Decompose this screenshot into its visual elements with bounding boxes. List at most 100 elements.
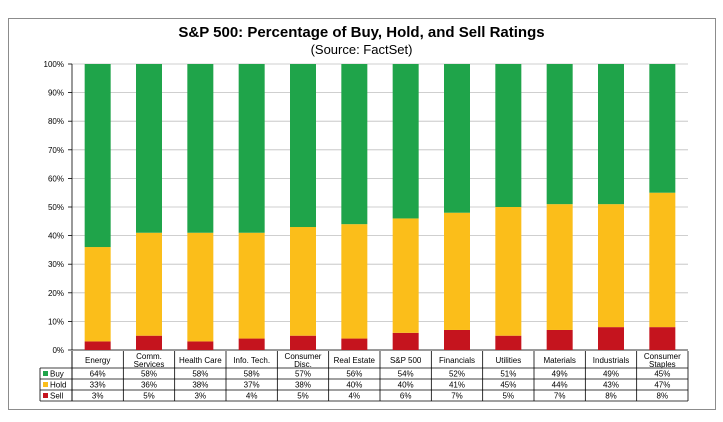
bar-buy — [187, 64, 214, 233]
y-tick-label: 100% — [44, 60, 64, 69]
bar-sell — [598, 327, 624, 350]
bar-buy — [238, 64, 265, 233]
x-category-label: Consumer — [644, 352, 681, 361]
x-category-label: Staples — [649, 360, 676, 369]
data-label-hold: 38% — [192, 381, 208, 390]
bar-hold — [495, 207, 522, 336]
data-label-hold: 38% — [295, 381, 311, 390]
bar-buy — [290, 64, 316, 228]
data-label-buy: 52% — [449, 370, 465, 379]
bar-buy — [392, 64, 419, 219]
data-label-buy: 54% — [398, 370, 414, 379]
data-label-hold: 40% — [346, 381, 362, 390]
data-label-buy: 45% — [654, 370, 670, 379]
data-label-buy: 49% — [552, 370, 568, 379]
bar-hold — [341, 224, 368, 339]
data-label-hold: 45% — [500, 381, 516, 390]
y-tick-label: 70% — [48, 146, 64, 155]
bar-hold — [546, 204, 573, 330]
data-label-buy: 57% — [295, 370, 311, 379]
bar-sell — [546, 329, 573, 350]
bar-hold — [598, 204, 624, 328]
bar-buy — [444, 64, 470, 213]
x-category-label: Energy — [85, 356, 110, 365]
bar-hold — [444, 212, 470, 330]
y-tick-label: 50% — [48, 203, 64, 212]
y-tick-label: 90% — [48, 89, 64, 98]
data-label-hold: 47% — [654, 381, 670, 390]
data-label-hold: 33% — [90, 381, 106, 390]
x-category-label: Health Care — [179, 356, 222, 365]
y-tick-label: 20% — [48, 289, 64, 298]
data-label-buy: 58% — [192, 370, 208, 379]
bar-sell — [649, 327, 676, 350]
x-category-label: Consumer — [285, 352, 322, 361]
data-label-hold: 37% — [244, 381, 260, 390]
x-category-label: Industrials — [593, 356, 629, 365]
bar-buy — [136, 64, 162, 233]
bar-buy — [546, 64, 573, 205]
y-tick-label: 40% — [48, 232, 64, 241]
data-label-sell: 8% — [657, 392, 669, 401]
legend-swatch-buy — [43, 371, 48, 376]
bar-buy — [598, 64, 624, 205]
data-label-sell: 4% — [349, 392, 361, 401]
data-label-sell: 7% — [451, 392, 463, 401]
bar-hold — [238, 232, 265, 339]
data-label-sell: 7% — [554, 392, 566, 401]
data-label-buy: 51% — [500, 370, 516, 379]
data-label-buy: 58% — [244, 370, 260, 379]
bar-hold — [84, 247, 111, 342]
bar-buy — [649, 64, 676, 193]
bar-hold — [392, 218, 419, 333]
chart-title: S&P 500: Percentage of Buy, Hold, and Se… — [178, 24, 545, 41]
x-category-label: Real Estate — [334, 356, 376, 365]
data-label-sell: 5% — [143, 392, 155, 401]
y-tick-label: 30% — [48, 260, 64, 269]
bar-hold — [187, 232, 214, 342]
x-category-label: Materials — [543, 356, 575, 365]
bar-hold — [290, 227, 316, 336]
legend-label-buy: Buy — [50, 370, 64, 379]
x-category-label: Utilities — [495, 356, 521, 365]
bar-sell — [392, 332, 419, 350]
bar-sell — [290, 335, 316, 350]
x-category-label: S&P 500 — [390, 356, 422, 365]
data-label-hold: 40% — [398, 381, 414, 390]
bar-buy — [341, 64, 368, 225]
legend-swatch-sell — [43, 393, 48, 398]
bar-sell — [187, 341, 214, 350]
data-label-hold: 43% — [603, 381, 619, 390]
x-category-label: Disc. — [294, 360, 312, 369]
bar-sell — [341, 338, 368, 350]
bar-hold — [136, 232, 162, 336]
data-label-sell: 5% — [503, 392, 515, 401]
chart-subtitle: (Source: FactSet) — [310, 42, 413, 57]
y-tick-label: 80% — [48, 117, 64, 126]
data-label-buy: 49% — [603, 370, 619, 379]
data-label-sell: 6% — [400, 392, 412, 401]
data-label-sell: 5% — [297, 392, 309, 401]
data-label-buy: 56% — [346, 370, 362, 379]
data-label-hold: 44% — [552, 381, 568, 390]
bar-hold — [649, 192, 676, 328]
bar-buy — [495, 64, 522, 207]
legend-swatch-hold — [43, 382, 48, 387]
x-category-label: Info. Tech. — [233, 356, 270, 365]
y-tick-label: 60% — [48, 174, 64, 183]
data-label-hold: 36% — [141, 381, 157, 390]
bar-sell — [444, 329, 470, 350]
bar-sell — [84, 341, 111, 350]
data-label-buy: 64% — [90, 370, 106, 379]
legend-label-hold: Hold — [50, 381, 66, 390]
bar-sell — [136, 335, 162, 350]
legend-label-sell: Sell — [50, 392, 64, 401]
data-label-sell: 3% — [195, 392, 207, 401]
data-label-hold: 41% — [449, 381, 465, 390]
bar-sell — [238, 338, 265, 350]
x-category-label: Comm. — [136, 352, 162, 361]
data-label-sell: 4% — [246, 392, 258, 401]
x-category-label: Services — [134, 360, 165, 369]
y-tick-label: 0% — [52, 346, 64, 355]
